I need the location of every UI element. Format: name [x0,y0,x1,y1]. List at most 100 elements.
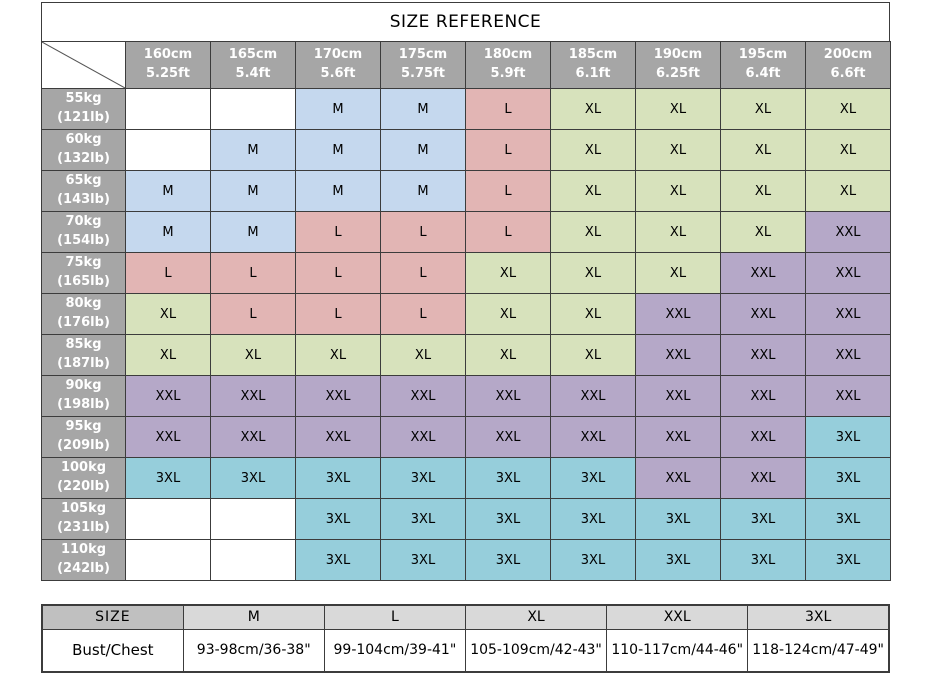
size-cell: XL [720,129,806,171]
measure-size-cell: XL [464,604,608,630]
size-cell: 3XL [295,457,381,499]
size-cell: XL [465,252,551,294]
size-cell: XXL [465,375,551,417]
weight-kg-label: 60kg [65,132,102,148]
size-cell: XXL [295,375,381,417]
weight-lb-label: (198lb) [57,397,110,412]
weight-lb-label: (154lb) [57,233,110,248]
size-cell: L [465,129,551,171]
size-cell: L [295,293,381,335]
measurement-table-body: SIZE M L XL XXL 3XL Bust/Chest 93-98cm/36-38" 99… [41,604,890,673]
size-cell: XXL [635,416,721,458]
size-cell: 3XL [635,539,721,581]
size-cell: XXL [550,416,636,458]
size-cell: M [210,129,296,171]
weight-row: 55kg (121lb) M M L XL XL XL XL [41,88,891,130]
size-cell: XL [380,334,466,376]
size-cell: XL [720,170,806,212]
size-cell: 3XL [380,457,466,499]
size-cell: XXL [210,416,296,458]
size-cell: 3XL [550,498,636,540]
weight-row: 60kg (132lb) M M M L XL XL XL XL [41,129,891,171]
height-ft-label: 5.4ft [235,66,271,81]
weight-kg-label: 70kg [65,214,102,230]
page-title: SIZE REFERENCE [41,2,890,42]
size-cell: XL [720,88,806,130]
size-cell: XL [635,170,721,212]
size-cell: 3XL [720,498,806,540]
size-cell: XXL [550,375,636,417]
weight-lb-label: (165lb) [57,274,110,289]
size-cell: XXL [720,416,806,458]
size-cell: 3XL [635,498,721,540]
measure-value-cell: 93-98cm/36-38" [182,628,325,673]
weight-row: 95kg (209lb) XXL XXL XXL XXL XXL XXL XXL XXL 3XL [41,416,891,458]
size-cell: M [295,129,381,171]
size-cell: L [125,252,211,294]
size-cell: 3XL [805,457,891,499]
size-cell: XXL [805,293,891,335]
size-cell: M [380,88,466,130]
size-cell: XL [635,252,721,294]
size-cell: XL [550,170,636,212]
size-cell: M [125,170,211,212]
size-cell: XL [550,293,636,335]
size-cell: XL [550,334,636,376]
weight-lb-label: (209lb) [57,438,110,453]
size-reference-page: SIZE REFERENCE 160cm 5.25ft 165cm 5.4ft 170c… [41,2,891,673]
height-ft-label: 5.9ft [490,66,526,81]
weight-lb-label: (176lb) [57,315,110,330]
weight-row: 100kg (220lb) 3XL 3XL 3XL 3XL 3XL 3XL XXL XXL 3XL [41,457,891,499]
size-cell: 3XL [380,498,466,540]
size-cell [210,88,296,130]
weight-row: 80kg (176lb) XL L L L XL XL XXL XXL XXL [41,293,891,335]
weight-label-cell: 90kg (198lb) [41,375,126,417]
size-cell: M [380,170,466,212]
height-ft-label: 5.25ft [146,66,190,81]
size-cell: XL [465,293,551,335]
size-cell [210,539,296,581]
size-cell: 3XL [125,457,211,499]
size-cell: XXL [805,375,891,417]
size-cell: XL [635,129,721,171]
measure-value-cell: 110-117cm/44-46" [606,628,749,673]
measure-value-cell: 118-124cm/47-49" [747,628,890,673]
height-ft-label: 5.6ft [320,66,356,81]
size-grid-body: 160cm 5.25ft 165cm 5.4ft 170cm 5.6ft 175cm 5.75… [41,41,891,581]
size-cell: XL [465,334,551,376]
weight-kg-label: 90kg [65,378,102,394]
size-cell: M [295,170,381,212]
size-cell: 3XL [550,457,636,499]
weight-row: 110kg (242lb) 3XL 3XL 3XL 3XL 3XL 3XL 3XL [41,539,891,581]
size-cell: L [465,170,551,212]
measurement-table: SIZE M L XL XXL 3XL Bust/Chest 93-98cm/36-38" 99… [41,604,890,673]
size-cell: XL [550,252,636,294]
size-cell: 3XL [210,457,296,499]
measure-value-cell: 99-104cm/39-41" [323,628,466,673]
size-cell: XL [550,211,636,253]
size-chart-table: 160cm 5.25ft 165cm 5.4ft 170cm 5.6ft 175cm 5.75… [41,41,891,581]
size-cell: L [380,252,466,294]
size-cell: XL [805,88,891,130]
weight-kg-label: 55kg [65,91,102,107]
measure-header-row: SIZE M L XL XXL 3XL [41,604,890,630]
height-ft-label: 5.75ft [401,66,445,81]
size-cell: 3XL [805,539,891,581]
weight-lb-label: (231lb) [57,520,110,535]
size-cell: XXL [210,375,296,417]
height-header-cell: 185cm 6.1ft [550,41,636,89]
height-ft-label: 6.6ft [830,66,866,81]
height-header-cell: 200cm 6.6ft [805,41,891,89]
height-header-row: 160cm 5.25ft 165cm 5.4ft 170cm 5.6ft 175cm 5.75… [41,41,891,89]
height-header-cell: 175cm 5.75ft [380,41,466,89]
height-cm-label: 195cm [738,47,788,63]
weight-label-cell: 70kg (154lb) [41,211,126,253]
size-cell: XXL [380,375,466,417]
corner-cell [41,41,126,89]
weight-kg-label: 80kg [65,296,102,312]
weight-kg-label: 105kg [60,501,107,517]
height-ft-label: 6.25ft [656,66,700,81]
size-cell: L [380,293,466,335]
weight-label-cell: 95kg (209lb) [41,416,126,458]
size-cell: XXL [635,293,721,335]
